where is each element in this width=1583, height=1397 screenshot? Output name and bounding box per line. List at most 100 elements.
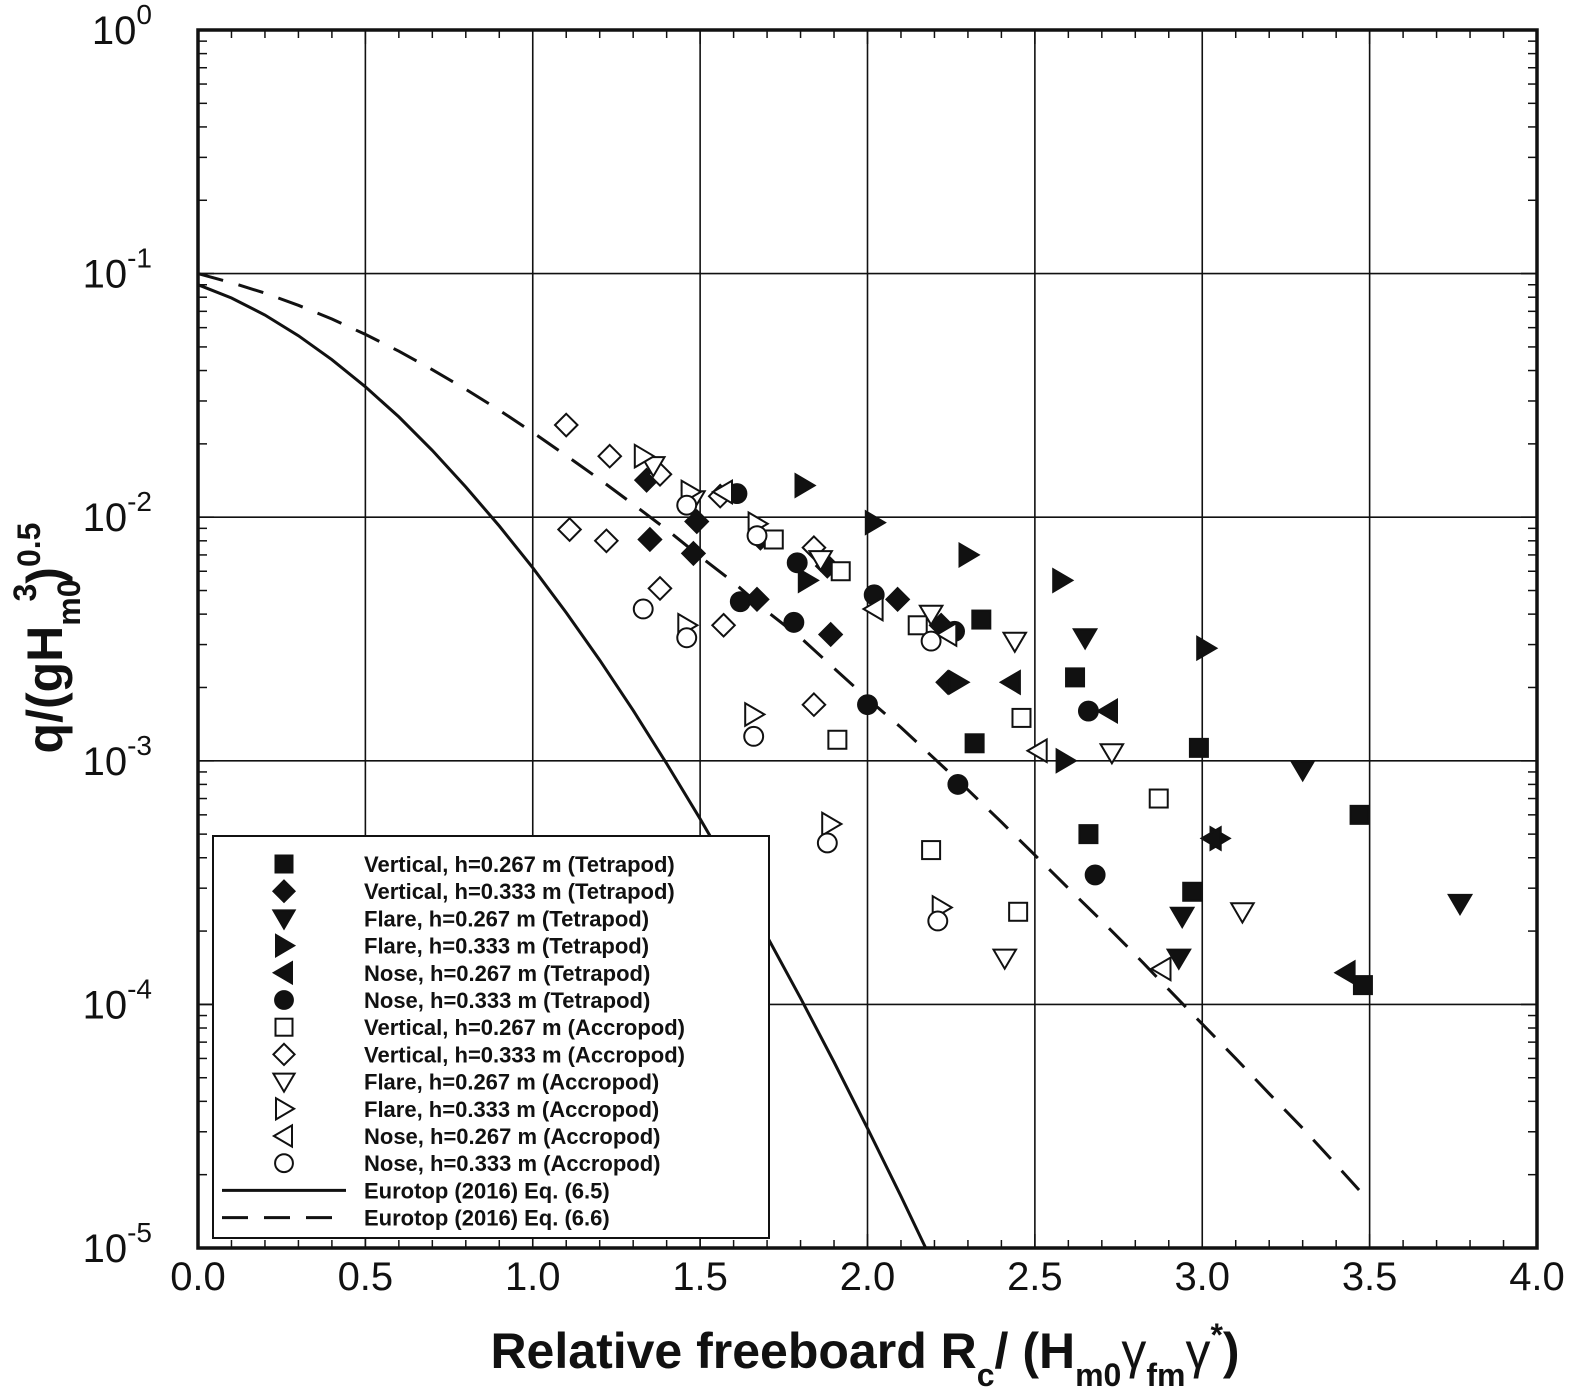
- data-point: [1065, 667, 1086, 688]
- series-1: [964, 609, 1373, 996]
- legend-marker: [275, 1096, 297, 1122]
- x-tick-label: 2.0: [840, 1255, 896, 1299]
- data-point: [918, 604, 945, 627]
- data-point: [1188, 737, 1209, 758]
- data-point: [710, 612, 737, 638]
- data-point: [710, 478, 733, 505]
- legend-label: Flare, h=0.267 m (Accropod): [364, 1070, 659, 1095]
- data-point: [1072, 628, 1099, 651]
- data-point: [1095, 698, 1118, 725]
- data-point: [921, 840, 942, 861]
- legend: Vertical, h=0.267 m (Tetrapod)Vertical, …: [212, 835, 770, 1239]
- x-tick-label: 0.0: [170, 1255, 226, 1299]
- data-point: [744, 701, 767, 728]
- data-point: [597, 443, 623, 469]
- y-tick-label: 100: [92, 0, 152, 53]
- data-point: [948, 669, 971, 696]
- series-3: [1072, 628, 1474, 971]
- data-point: [1447, 893, 1474, 916]
- data-point: [744, 586, 770, 613]
- x-tick-label: 3.5: [1342, 1255, 1398, 1299]
- legend-marker: [274, 854, 294, 874]
- legend-marker: [271, 960, 293, 986]
- data-point: [783, 611, 805, 633]
- legend-label: Vertical, h=0.267 m (Accropod): [364, 1015, 685, 1040]
- data-point: [971, 609, 992, 630]
- data-point: [1001, 631, 1028, 654]
- x-tick-label: 0.5: [338, 1255, 394, 1299]
- data-point: [1182, 881, 1203, 902]
- data-point: [1052, 567, 1075, 594]
- data-point: [1084, 864, 1106, 886]
- data-point: [958, 541, 981, 568]
- data-point: [1025, 737, 1048, 764]
- x-tick-label: 4.0: [1509, 1255, 1565, 1299]
- data-point: [1098, 743, 1125, 766]
- legend-label: Vertical, h=0.333 m (Accropod): [364, 1042, 685, 1067]
- data-point: [1349, 804, 1370, 825]
- data-point: [676, 627, 698, 649]
- legend-marker: [271, 1042, 297, 1067]
- legend-marker: [275, 933, 297, 958]
- data-point: [907, 615, 928, 636]
- legend-marker: [274, 990, 294, 1010]
- data-point: [1077, 700, 1099, 722]
- legend-label: Nose, h=0.267 m (Tetrapod): [364, 961, 650, 986]
- data-point: [947, 773, 969, 795]
- series-7: [763, 529, 1169, 922]
- x-tick-label: 3.0: [1174, 1255, 1230, 1299]
- series-9: [640, 456, 1256, 971]
- data-point: [1199, 825, 1222, 852]
- data-point: [821, 811, 844, 838]
- data-point: [1148, 788, 1169, 809]
- axis-titles: Relative freeboard Rc/ (Hm0γfmγ*) q/(gHm…: [7, 523, 1240, 1393]
- legend-marker: [274, 1153, 294, 1174]
- data-point: [830, 561, 851, 582]
- legend-label: Flare, h=0.333 m (Accropod): [364, 1097, 659, 1122]
- data-point: [864, 509, 887, 536]
- data-point: [927, 910, 949, 932]
- data-point: [729, 591, 751, 613]
- data-point: [647, 575, 673, 602]
- x-tick-label: 1.0: [505, 1255, 561, 1299]
- data-point: [1149, 955, 1172, 982]
- data-point: [884, 586, 911, 613]
- legend-entries: Vertical, h=0.267 m (Tetrapod)Vertical, …: [222, 852, 685, 1231]
- y-tick-label: 10-4: [83, 973, 152, 1027]
- data-point: [676, 494, 698, 516]
- legend-label: Eurotop (2016) Eq. (6.6): [364, 1206, 610, 1231]
- legend-marker: [274, 1017, 294, 1037]
- data-point: [816, 832, 838, 854]
- y-tick-label: 10-5: [83, 1217, 152, 1271]
- legend-box: [212, 835, 770, 1239]
- data-point: [637, 526, 663, 553]
- data-point: [1165, 948, 1192, 971]
- data-point: [1078, 824, 1099, 845]
- series-12: [632, 494, 949, 932]
- legend-label: Nose, h=0.333 m (Accropod): [364, 1151, 660, 1176]
- legend-label: Vertical, h=0.333 m (Tetrapod): [364, 879, 675, 904]
- legend-marker: [271, 909, 297, 931]
- data-point: [593, 528, 620, 554]
- legend-marker: [271, 1123, 293, 1149]
- data-point: [746, 525, 768, 547]
- data-point: [991, 948, 1018, 971]
- legend-marker: [271, 1072, 297, 1094]
- data-point: [998, 669, 1021, 696]
- data-point: [556, 516, 583, 543]
- data-point: [684, 508, 710, 535]
- legend-label: Flare, h=0.267 m (Tetrapod): [364, 906, 649, 931]
- legend-label: Flare, h=0.333 m (Tetrapod): [364, 934, 649, 959]
- data-point: [1055, 747, 1078, 774]
- legend-label: Nose, h=0.267 m (Accropod): [364, 1124, 660, 1149]
- data-point: [680, 540, 707, 567]
- data-point: [1169, 906, 1196, 929]
- legend-label: Vertical, h=0.267 m (Tetrapod): [364, 852, 675, 877]
- data-point: [861, 595, 884, 622]
- data-point: [920, 630, 942, 652]
- plot-frame: [196, 28, 1539, 1250]
- data-point: [797, 567, 820, 594]
- data-point: [817, 621, 844, 648]
- x-axis-title: Relative freeboard Rc/ (Hm0γfmγ*): [490, 1317, 1239, 1393]
